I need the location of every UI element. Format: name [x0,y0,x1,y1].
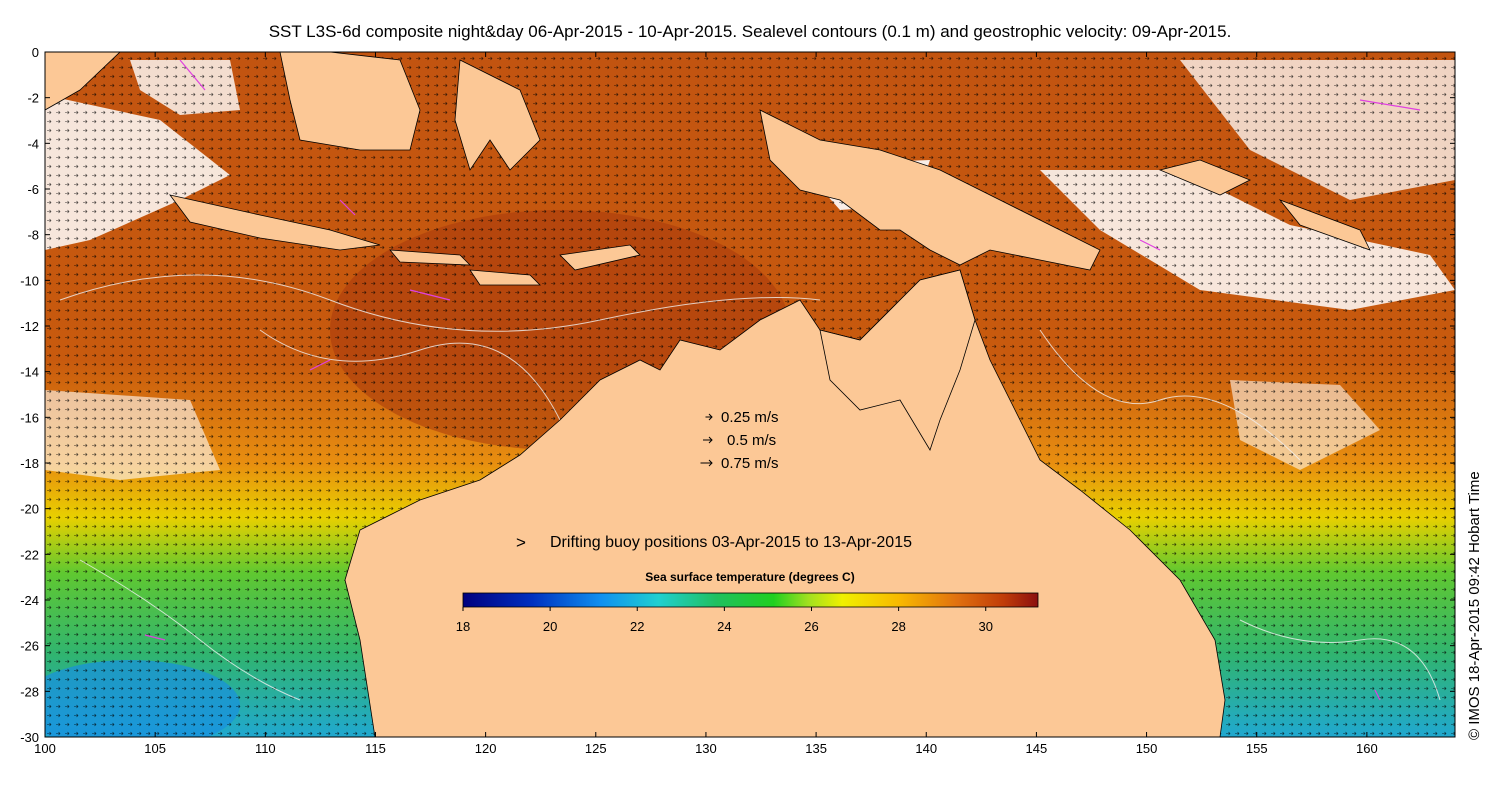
y-tick-label: -4 [27,136,39,151]
y-tick-label: -8 [27,228,39,243]
colorbar-tick-label: 30 [978,619,992,634]
x-tick-label: 160 [1356,741,1378,756]
sulawesi-landmass [454,59,541,171]
buoy-legend-symbol: > [516,533,526,552]
y-tick-label: -10 [20,273,39,288]
y-tick-label: 0 [32,45,39,60]
x-axis: 100 105 110 115 120 125 130 135 140 145 150 155 160 [34,52,1378,756]
map-canvas [45,52,1455,737]
x-tick-label: 100 [34,741,56,756]
velocity-legend-arrow [705,413,713,421]
map-title: SST L3S-6d composite night&day 06-Apr-20… [268,22,1232,41]
copyright-credit: © IMOS 18-Apr-2015 09:42 Hobart Time [1466,471,1483,740]
velocity-legend-arrow [703,436,713,444]
y-tick-label: -2 [27,91,39,106]
x-tick-label: 130 [695,741,717,756]
buoy-legend: > Drifting buoy positions 03-Apr-2015 to… [516,533,912,552]
new-britain-island [1158,159,1251,196]
plot-frame [44,51,1456,738]
velocity-legend-label: 0.5 m/s [727,432,776,449]
y-tick-label: -12 [20,319,39,334]
y-tick-label: -26 [20,639,39,654]
colorbar-gradient [462,592,1039,608]
lesser-sunda-islands [389,249,472,266]
y-tick-label: -20 [20,502,39,517]
x-tick-label: 135 [805,741,827,756]
x-tick-label: 105 [144,741,166,756]
y-axis: 0 -2 -4 -6 -8 -10 -12 -14 -16 -18 -20 -22 -24 -26 -28 -… [20,45,1455,745]
y-tick-label: -22 [20,547,39,562]
y-tick-label: -24 [20,593,39,608]
colorbar-tick-label: 22 [630,619,644,634]
sumba-island [469,269,541,286]
colorbar-title: Sea surface temperature (degrees C) [645,570,854,584]
sumatra-landmass [45,52,121,111]
java-landmass [169,194,381,251]
velocity-legend-label: 0.25 m/s [721,409,779,426]
colorbar-tick-label: 26 [804,619,818,634]
y-tick-label: -18 [20,456,39,471]
land-masses [45,52,1371,737]
colorbar-ticks: 18 20 22 24 26 28 30 [456,607,993,634]
x-tick-label: 125 [585,741,607,756]
y-tick-label: -28 [20,684,39,699]
x-tick-label: 110 [255,741,276,756]
x-tick-label: 145 [1026,741,1048,756]
x-tick-label: 155 [1246,741,1268,756]
x-tick-label: 115 [365,741,386,756]
colorbar-tick-label: 28 [891,619,905,634]
velocity-legend-label: 0.75 m/s [721,455,779,472]
colorbar-tick-label: 24 [717,619,731,634]
solomon-islands [1278,199,1371,251]
colorbar-tick-label: 18 [456,619,470,634]
y-tick-label: -30 [20,730,39,745]
y-tick-label: -16 [20,410,39,425]
x-tick-label: 120 [475,741,497,756]
timor-island [559,244,641,271]
x-tick-label: 150 [1136,741,1158,756]
buoy-legend-label: Drifting buoy positions 03-Apr-2015 to 1… [550,534,912,551]
colorbar-tick-label: 20 [543,619,557,634]
velocity-legend: 0.25 m/s 0.5 m/s 0.75 m/s [700,409,779,472]
gulf-of-carpentaria-coast [819,269,976,451]
drifting-buoy-tracks [144,59,1421,701]
velocity-legend-arrow [700,459,713,467]
y-tick-label: -14 [20,365,39,380]
sst-colorbar: Sea surface temperature (degrees C) 18 20… [456,570,1039,634]
x-tick-label: 140 [915,741,937,756]
y-tick-label: -6 [27,182,39,197]
borneo-landmass [279,52,421,151]
new-guinea-landmass [759,109,1101,271]
